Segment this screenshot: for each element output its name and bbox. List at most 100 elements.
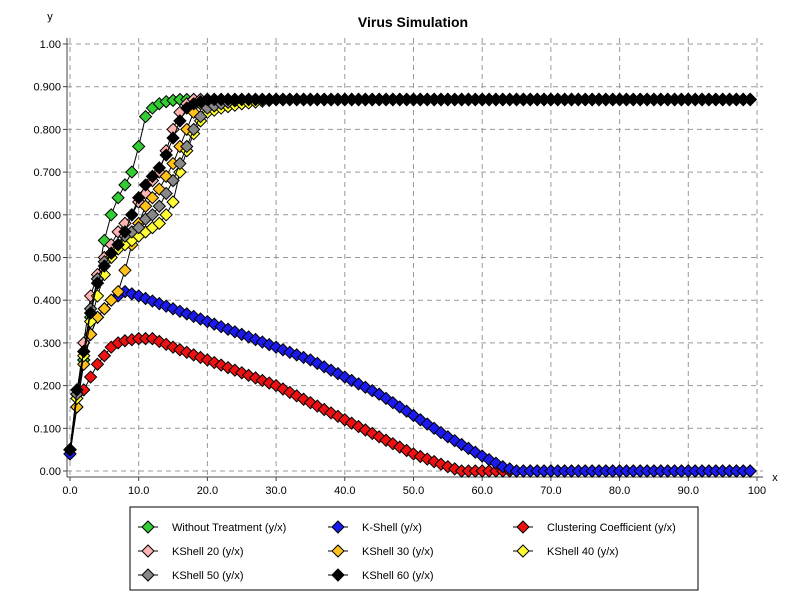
legend-marker <box>331 568 345 582</box>
data-point <box>70 383 84 397</box>
x-axis-label: x <box>772 472 778 484</box>
legend-item: K-Shell (y/x) <box>328 520 422 534</box>
data-point <box>152 161 167 175</box>
series-layer <box>63 92 757 478</box>
legend-item: KShell 30 (y/x) <box>328 544 434 558</box>
data-point <box>97 259 112 273</box>
y-tick-label: 0.300 <box>33 338 61 350</box>
data-point <box>97 302 112 316</box>
data-point <box>152 199 167 213</box>
data-point <box>83 370 98 384</box>
data-point <box>118 225 132 239</box>
data-point <box>83 306 98 320</box>
legend-label: KShell 30 (y/x) <box>362 546 434 558</box>
grid <box>67 38 763 477</box>
data-point <box>145 208 160 222</box>
data-point <box>118 263 132 278</box>
data-point <box>173 114 187 128</box>
y-tick-label: 0.800 <box>33 124 61 136</box>
data-point <box>166 195 180 209</box>
data-point <box>186 122 201 137</box>
legend-marker <box>141 520 155 534</box>
y-axis-label: y <box>47 11 53 23</box>
data-point <box>90 276 105 290</box>
legend-label: KShell 20 (y/x) <box>172 546 244 558</box>
data-point <box>166 131 180 145</box>
data-point <box>97 349 112 363</box>
x-tick-label: 70.0 <box>540 485 561 497</box>
data-point <box>152 334 167 349</box>
data-point <box>138 199 153 213</box>
legend-box <box>129 506 699 591</box>
legend-item: Clustering Coefficient (y/x) <box>513 520 676 534</box>
x-tick-label: 90.0 <box>678 485 699 497</box>
legend-marker <box>141 544 155 558</box>
x-tick-label: 100 <box>748 485 766 497</box>
x-tick-label: 80.0 <box>609 485 630 497</box>
data-point <box>118 178 132 192</box>
data-point <box>90 357 105 371</box>
data-point <box>159 186 173 201</box>
y-tick-label: 0.00 <box>40 466 61 478</box>
legend-marker <box>516 544 530 558</box>
x-tick-label: 10.0 <box>128 485 149 497</box>
y-tick-label: 0.200 <box>33 381 61 393</box>
data-point <box>63 442 77 457</box>
data-point <box>104 246 118 260</box>
y-tick-label: 0.900 <box>33 82 61 94</box>
data-point <box>159 208 173 222</box>
legend-marker <box>516 520 530 534</box>
data-point <box>125 208 139 222</box>
data-point <box>138 178 153 192</box>
x-tick-label: 0.0 <box>62 485 77 497</box>
data-point <box>145 169 160 184</box>
x-tick-label: 60.0 <box>471 485 492 497</box>
legend-marker <box>331 544 345 558</box>
legend: Without Treatment (y/x) K-Shell (y/x) Clus… <box>129 506 699 591</box>
legend-item: KShell 20 (y/x) <box>138 544 244 558</box>
data-point <box>743 464 757 478</box>
data-point <box>180 139 194 154</box>
legend-marker <box>141 568 155 582</box>
data-point <box>173 165 187 179</box>
legend-item: Without Treatment (y/x) <box>138 520 286 534</box>
data-point <box>166 173 180 188</box>
data-point <box>131 191 146 205</box>
data-point <box>131 220 146 235</box>
x-tick-label: 40.0 <box>334 485 355 497</box>
data-point <box>743 92 757 107</box>
y-tick-label: 0.500 <box>33 253 61 265</box>
y-tick-label: 1.00 <box>40 39 61 51</box>
legend-label: KShell 40 (y/x) <box>547 546 619 558</box>
legend-label: Without Treatment (y/x) <box>172 522 286 534</box>
legend-label: Clustering Coefficient (y/x) <box>547 522 676 534</box>
data-point <box>111 284 125 299</box>
data-point <box>173 156 187 171</box>
legend-label: KShell 60 (y/x) <box>362 570 434 582</box>
x-tick-label: 20.0 <box>197 485 218 497</box>
data-point <box>104 208 118 222</box>
data-point <box>111 237 125 252</box>
data-point <box>77 344 91 359</box>
legend-item: KShell 40 (y/x) <box>513 544 619 558</box>
x-tick-label: 30.0 <box>265 485 286 497</box>
data-point <box>125 165 139 179</box>
data-point <box>145 191 160 205</box>
chart-title: Virus Simulation <box>358 14 468 30</box>
legend-label: KShell 50 (y/x) <box>172 570 244 582</box>
data-point <box>111 191 125 205</box>
data-point <box>138 109 153 124</box>
data-point <box>159 148 173 162</box>
legend-marker <box>331 520 345 534</box>
data-point <box>131 139 146 154</box>
y-tick-label: 0.600 <box>33 210 61 222</box>
data-point <box>489 456 503 470</box>
data-point <box>70 400 84 414</box>
y-tick-label: 0.100 <box>33 423 61 435</box>
y-tick-label: 0.700 <box>33 167 61 179</box>
data-point <box>104 293 118 307</box>
series-7 <box>63 92 757 457</box>
data-point <box>152 216 167 231</box>
